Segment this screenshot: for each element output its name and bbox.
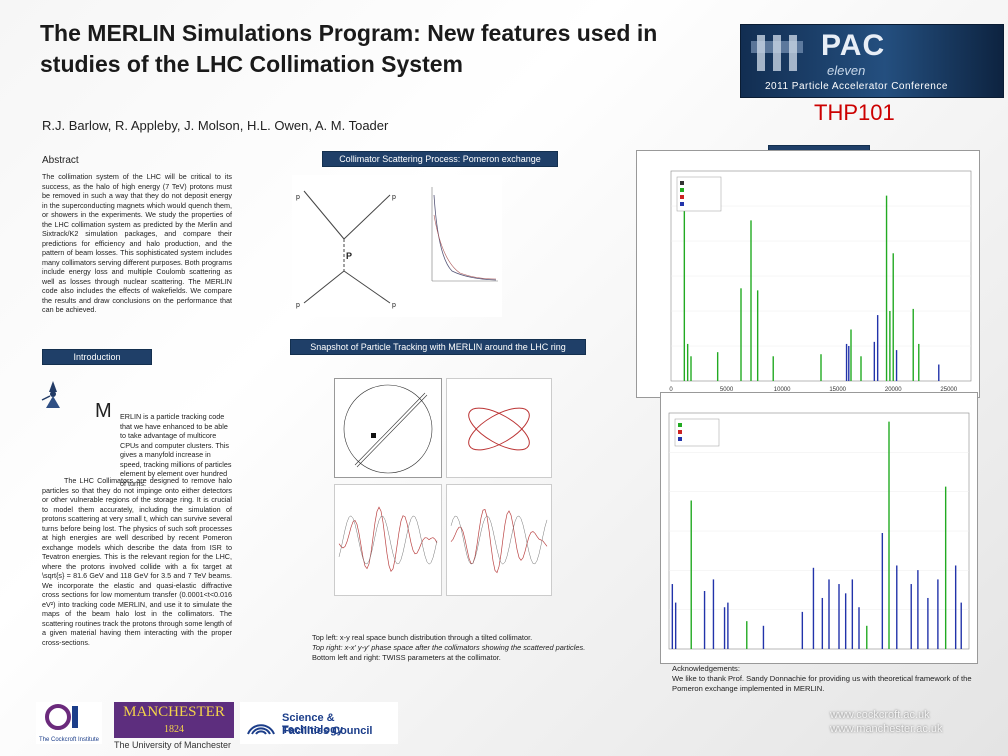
introduction-para1: ERLIN is a particle tracking code that w… (120, 412, 232, 488)
pomeron-heading: Collimator Scattering Process: Pomeron e… (322, 151, 558, 167)
manchester-logo-year: 1824 (164, 724, 184, 735)
introduction-para2: The LHC Collimators are designed to remo… (42, 476, 232, 647)
loss-map-chart-2-svg (668, 412, 970, 650)
twiss-beta-trace (338, 506, 438, 573)
tracking-heading: Snapshot of Particle Tracking with MERLI… (290, 339, 586, 355)
legend-swatch (680, 195, 684, 199)
x-tick-label: 10000 (774, 387, 791, 393)
svg-text:p: p (296, 194, 300, 201)
x-tick-label: 25000 (940, 387, 957, 393)
svg-text:p: p (296, 302, 300, 309)
abstract-heading: Abstract (42, 155, 79, 166)
legend-swatch (680, 181, 684, 185)
svg-text:P: P (346, 251, 352, 261)
stfc-emblem-icon (247, 724, 275, 735)
conference-logo-line: 2011 Particle Accelerator Conference (765, 81, 948, 92)
x-tick-label: 15000 (829, 387, 846, 393)
phase-space-plot (446, 378, 552, 478)
stfc-logo-line1: Science & Technology (282, 712, 343, 736)
author-list: R.J. Barlow, R. Appleby, J. Molson, H.L.… (42, 118, 389, 133)
manchester-logo-subtitle: The University of Manchester (114, 740, 232, 750)
x-tick-label: 5000 (720, 387, 734, 393)
svg-text:p: p (392, 194, 396, 201)
magnet-graphic-icon (751, 35, 803, 71)
legend-swatch (678, 423, 682, 427)
twiss-alpha-trace (450, 515, 548, 565)
legend-box (676, 176, 722, 212)
twiss-beta-trace (450, 509, 548, 574)
caption-line-2: Top right: x-x' y-y' phase space after t… (312, 643, 586, 652)
loss-map-chart-2 (660, 392, 978, 664)
legend-swatch (680, 188, 684, 192)
website-links: www.cockcroft.ac.uk www.manchester.ac.uk (830, 708, 943, 736)
pomeron-diagram-panel: P p p p p (292, 175, 502, 317)
figure-caption: Top left: x-y real space bunch distribut… (312, 633, 642, 663)
stfc-logo: Science & Technology Facilities Council (240, 702, 398, 744)
poster-id: THP101 (814, 100, 895, 125)
url-manchester[interactable]: www.manchester.ac.uk (830, 723, 943, 735)
introduction-heading: Introduction (42, 349, 152, 365)
loss-map-chart-1: 0 5000 10000 15000 20000 25000 (636, 150, 980, 398)
caption-line-1: Top left: x-y real space bunch distribut… (312, 633, 533, 642)
loss-map-chart-1-svg: 0 5000 10000 15000 20000 25000 (669, 170, 972, 393)
poster-title: The MERLIN Simulations Program: New feat… (40, 20, 658, 77)
conference-logo-word: PAC (821, 29, 886, 62)
feynman-diagram: P p p p p (296, 187, 498, 309)
acknowledgements: Acknowledgements: We like to thank Prof.… (672, 664, 1002, 694)
x-tick-label: 0 (669, 387, 673, 393)
abstract-text: The collimation system of the LHC will b… (42, 172, 232, 314)
legend-swatch (680, 202, 684, 206)
twiss-alpha-trace (338, 515, 438, 565)
acknowledgements-heading: Acknowledgements: (672, 664, 740, 673)
svg-text:p: p (392, 302, 396, 309)
url-cockcroft[interactable]: www.cockcroft.ac.uk (830, 709, 930, 721)
stfc-logo-line2: Facilities Council (282, 725, 373, 737)
manchester-logo: MANCHESTER 1824 The University of Manche… (114, 702, 234, 750)
cockcroft-logo-text: The Cockcroft Institute (38, 737, 100, 743)
twiss-plot-right (446, 484, 552, 596)
cockcroft-logo: The Cockcroft Institute (36, 702, 102, 744)
introduction-dropcap: M (95, 400, 112, 422)
caption-line-3: Bottom left and right: TWISS parameters … (312, 653, 501, 662)
cockcroft-emblem-icon (45, 704, 78, 730)
legend-swatch (678, 430, 682, 434)
conference-logo-subtitle: eleven (827, 63, 866, 78)
merlin-wizard-icon (41, 381, 60, 408)
acknowledgements-text: We like to thank Prof. Sandy Donnachie f… (672, 674, 972, 693)
conference-logo: PAC eleven 2011 Particle Accelerator Con… (740, 24, 1004, 98)
manchester-logo-word: MANCHESTER (123, 704, 225, 720)
xy-distribution-plot (334, 378, 442, 478)
legend-box (674, 418, 720, 447)
twiss-plot-left (334, 484, 442, 596)
legend-swatch (678, 437, 682, 441)
x-tick-label: 20000 (885, 387, 902, 393)
introduction-first-line: ERLIN is a particle tracking code that w… (120, 412, 232, 488)
